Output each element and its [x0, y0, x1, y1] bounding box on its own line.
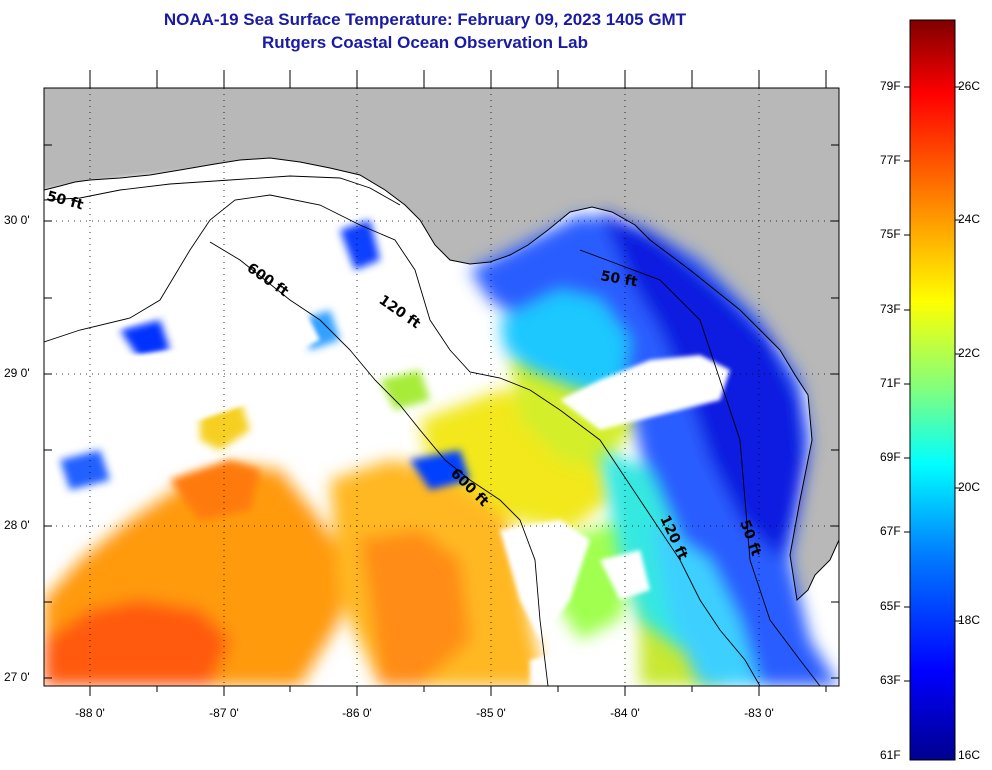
- lon-label: -88 0': [75, 706, 105, 720]
- colorbar-f-label: 71F: [880, 376, 901, 390]
- colorbar-f-label: 77F: [880, 153, 901, 167]
- colorbar-f-label: 61F: [880, 748, 901, 762]
- map-subtitle: Rutgers Coastal Ocean Observation Lab: [262, 33, 588, 52]
- contour-50ft-west: [44, 175, 401, 206]
- colorbar-c-label: 16C: [958, 748, 981, 762]
- coastline: [44, 157, 839, 601]
- colorbar-f-label: 63F: [880, 673, 901, 687]
- lat-label: 29 0': [4, 366, 30, 380]
- lon-label: -87 0': [209, 706, 239, 720]
- contour-label: 50 ft: [599, 268, 639, 290]
- colorbar-c-label: 24C: [958, 212, 981, 226]
- colorbar-c-label: 22C: [958, 346, 981, 360]
- colorbar-f-label: 73F: [880, 302, 901, 316]
- colorbar-c-label: 20C: [958, 480, 981, 494]
- contour-600ft: [209, 241, 549, 686]
- lat-label: 30 0': [4, 213, 30, 227]
- lon-label: -85 0': [476, 706, 506, 720]
- colorbar-f-label: 69F: [880, 450, 901, 464]
- colorbar-c-label: 26C: [958, 79, 981, 93]
- temperature-colorbar: [909, 19, 956, 761]
- map-title: NOAA-19 Sea Surface Temperature: Februar…: [163, 10, 687, 29]
- colorbar-f-label: 75F: [880, 227, 901, 241]
- colorbar-f-label: 65F: [880, 599, 901, 613]
- contour-120ft: [44, 194, 761, 686]
- land-area: [44, 88, 839, 600]
- lon-label: -84 0': [610, 706, 640, 720]
- lat-label: 28 0': [4, 518, 30, 532]
- map-frame: [43, 87, 840, 687]
- colorbar-f-label: 79F: [880, 79, 901, 93]
- contour-50ft-east: [579, 249, 821, 686]
- lat-label: 27 0': [4, 670, 30, 684]
- lon-label: -83 0': [744, 706, 774, 720]
- lon-label: -86 0': [342, 706, 372, 720]
- colorbar-f-label: 67F: [880, 524, 901, 538]
- colorbar-c-label: 18C: [958, 613, 981, 627]
